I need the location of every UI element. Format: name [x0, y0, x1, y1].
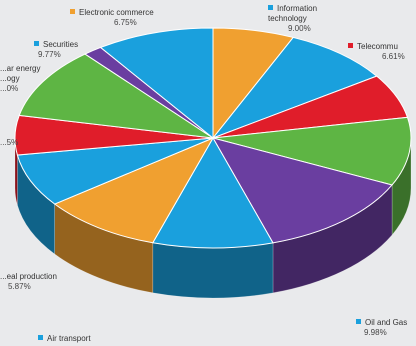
label-solar-energy-text: ...ar energy ...ogy: [0, 64, 41, 83]
pie-side-group: [14, 137, 412, 299]
pie-slice-3: [212, 116, 412, 186]
label-telecommu: Telecommu 6.61%: [348, 42, 405, 62]
value-telecommu: 6.61%: [382, 52, 405, 61]
label-meal-production: ...eal production 5.87%: [0, 272, 57, 292]
pie-slice-6: [53, 136, 215, 244]
label-air-transport: Air transport: [38, 334, 91, 344]
label-oil-and-gas-text: Oil and Gas: [365, 318, 408, 327]
label-oil-and-gas: Oil and Gas 9.98%: [356, 318, 407, 338]
label-electronic-commerce: Electronic commerce 6.75%: [70, 8, 154, 28]
value-solar-energy: ...0%: [0, 84, 19, 93]
value-securities: 9.77%: [38, 50, 61, 59]
label-electronic-commerce-text: Electronic commerce: [79, 8, 154, 17]
label-securities: Securities 9.77%: [34, 40, 78, 60]
pie-slice-4: [211, 137, 393, 244]
label-left-green: ...5%: [0, 138, 18, 148]
pie-side-5: [152, 242, 274, 299]
label-meal-production-text: ...eal production: [0, 272, 57, 281]
pie-slice-5: [152, 136, 274, 249]
dot-securities: [34, 41, 39, 46]
pie-slice-11: [99, 27, 214, 140]
dot-air-transport: [38, 335, 43, 340]
value-meal-production: 5.87%: [8, 282, 31, 291]
pie-slice-1: [211, 36, 378, 140]
label-air-transport-text: Air transport: [47, 334, 91, 343]
dot-information-technology: [268, 5, 273, 10]
pie-top-group: [14, 27, 412, 249]
label-telecommu-text: Telecommu: [357, 42, 398, 51]
label-securities-text: Securities: [43, 40, 79, 49]
pie-slice-9: [18, 53, 214, 139]
label-solar-energy: ...ar energy ...ogy ...0%: [0, 64, 46, 94]
label-information-technology-text: Information technology: [268, 4, 318, 23]
value-information-technology: 9.00%: [288, 24, 311, 33]
value-electronic-commerce: 6.75%: [114, 18, 137, 27]
value-left-green: ...5%: [0, 138, 19, 147]
dot-telecommu: [348, 43, 353, 48]
value-oil-and-gas: 9.98%: [364, 328, 387, 337]
label-information-technology: Information technology 9.00%: [268, 4, 352, 34]
dot-oil-and-gas: [356, 319, 361, 324]
dot-electronic-commerce: [70, 9, 75, 14]
pie-slice-7: [16, 137, 214, 205]
